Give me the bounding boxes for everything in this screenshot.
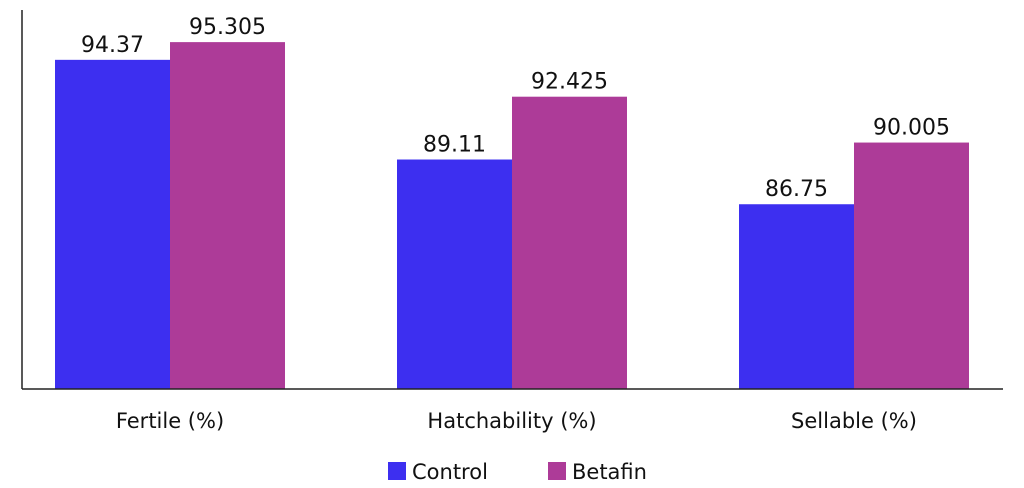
legend: Control Betafin (388, 460, 647, 484)
data-label-betafin-0: 95.305 (189, 15, 266, 40)
bar-control-1 (397, 159, 512, 389)
data-label-control-0: 94.37 (81, 33, 144, 58)
plot-area: 94.37 89.11 86.75 95.305 92.425 90.005 (55, 15, 969, 390)
legend-swatch-betafin (548, 462, 566, 480)
x-tick-label-2: Sellable (%) (791, 409, 917, 433)
x-tick-labels: Fertile (%) Hatchability (%) Sellable (%) (116, 409, 917, 433)
bar-control-0 (55, 59, 170, 389)
legend-label-betafin: Betafin (572, 460, 647, 484)
x-tick-label-0: Fertile (%) (116, 409, 224, 433)
bar-betafin-2 (854, 142, 969, 389)
data-label-betafin-1: 92.425 (531, 70, 608, 95)
bar-betafin-1 (512, 96, 627, 389)
data-label-control-2: 86.75 (765, 177, 828, 202)
legend-swatch-control (388, 462, 406, 480)
legend-label-control: Control (412, 460, 488, 484)
data-label-control-1: 89.11 (423, 133, 486, 158)
x-tick-label-1: Hatchability (%) (427, 409, 596, 433)
bar-betafin-0 (170, 42, 285, 390)
data-label-betafin-2: 90.005 (873, 116, 950, 141)
bar-control-2 (739, 204, 854, 389)
